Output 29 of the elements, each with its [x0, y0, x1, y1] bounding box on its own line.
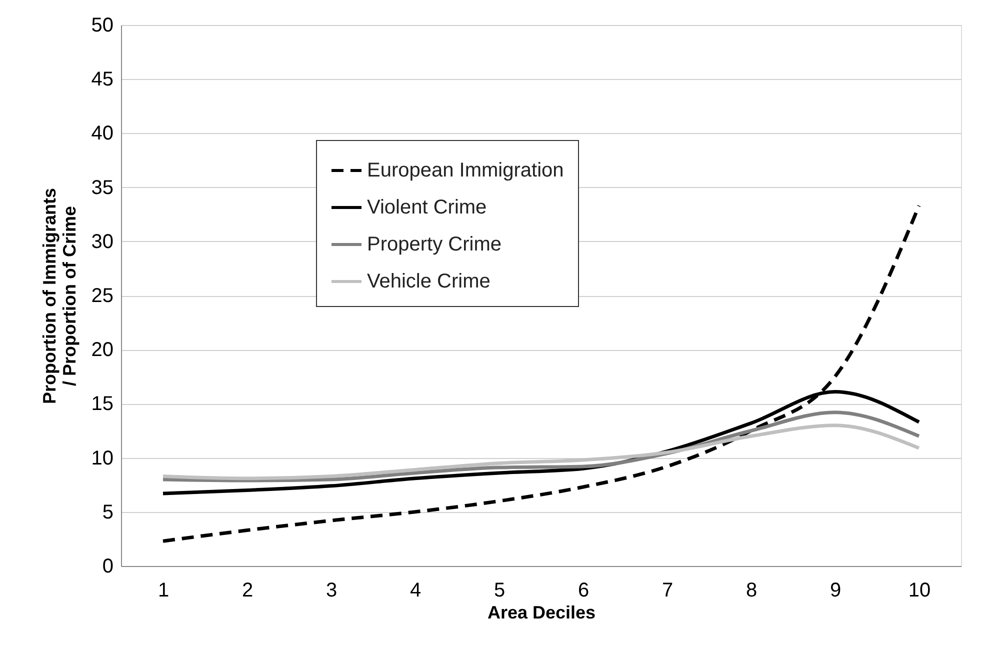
- y-tick-label: 40: [91, 122, 114, 145]
- legend-label: Vehicle Crime: [367, 270, 490, 292]
- x-tick-label: 1: [158, 580, 170, 602]
- y-tick-label: 0: [102, 556, 114, 578]
- x-tick-label: 10: [908, 580, 931, 602]
- x-axis-title: Area Deciles: [487, 602, 596, 622]
- y-tick-label: 50: [91, 14, 114, 36]
- y-tick-label: 5: [102, 501, 114, 524]
- line-series: [161, 410, 921, 482]
- y-tick-label: 25: [91, 285, 114, 307]
- x-tick-label: 4: [410, 580, 422, 602]
- x-tick-label: 9: [830, 580, 842, 602]
- x-tick-label: 7: [662, 580, 674, 602]
- x-tick-label: 2: [242, 580, 254, 602]
- x-tick-label: 6: [578, 580, 590, 602]
- y-tick-label: 15: [91, 393, 114, 416]
- y-tick-label: 10: [91, 447, 114, 470]
- y-tick-label: 20: [91, 339, 114, 362]
- y-tick-label: 35: [91, 176, 114, 199]
- y-axis-title: Proportion of Immigrants / Proportion of Crime: [39, 188, 80, 404]
- x-tick-label: 5: [494, 580, 506, 602]
- line-series: [161, 424, 921, 480]
- x-tick-label: 8: [746, 580, 758, 602]
- legend-label: European Immigration: [367, 160, 564, 182]
- x-tick-label: 3: [326, 580, 338, 602]
- legend-label: Property Crime: [367, 234, 502, 256]
- y-tick-label: 45: [91, 68, 114, 91]
- legend-label: Violent Crime: [367, 196, 487, 218]
- y-tick-label: 30: [91, 230, 114, 253]
